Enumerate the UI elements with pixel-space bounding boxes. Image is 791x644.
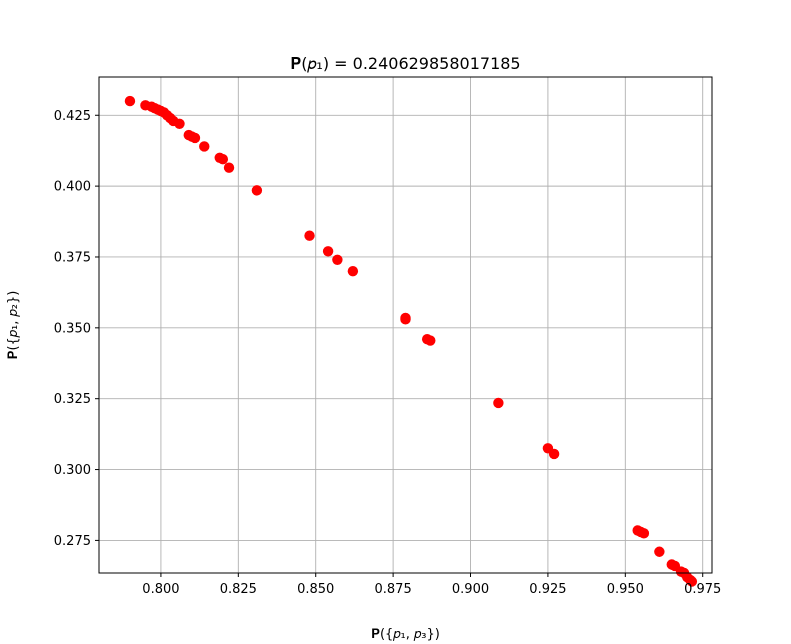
x-tick-label: 0.975 [684, 582, 721, 597]
data-point [548, 448, 560, 460]
data-point [223, 162, 235, 173]
data-points [124, 95, 698, 587]
x-tick-label: 0.850 [297, 582, 334, 597]
data-point [400, 314, 411, 325]
x-tick-label: 0.825 [220, 582, 257, 597]
y-tick-label: 0.350 [54, 321, 91, 336]
axis-ticks: 0.800 0.825 0.850 0.875 0.900 0.925 0.950 0.975… [54, 109, 722, 597]
data-point [493, 397, 504, 409]
x-axis-label: 𝐏({𝑝₁, 𝑝₃}) [371, 627, 440, 642]
data-point [654, 546, 665, 557]
y-tick-label: 0.275 [54, 534, 91, 549]
data-point [322, 246, 334, 257]
x-tick-label: 0.900 [452, 582, 489, 597]
data-point [425, 335, 436, 346]
y-tick-label: 0.300 [54, 463, 91, 478]
y-tick-label: 0.325 [54, 392, 91, 407]
data-point [686, 576, 698, 587]
grid [99, 77, 712, 573]
x-tick-label: 0.925 [529, 582, 566, 597]
data-point [251, 185, 263, 196]
chart-title: 𝐏(𝑝₁) = 0.240629858017185 [290, 54, 520, 73]
y-axis-label: 𝐏({𝑝₁, 𝑝₂}) [6, 291, 21, 360]
data-point [217, 153, 229, 165]
data-point [189, 132, 201, 144]
data-point [199, 141, 210, 152]
x-tick-label: 0.875 [375, 582, 412, 597]
data-point [174, 118, 185, 129]
plot-frame [98, 76, 713, 574]
y-tick-label: 0.375 [54, 250, 91, 265]
data-point [332, 254, 343, 266]
data-point [124, 95, 136, 107]
data-point [638, 528, 650, 539]
y-tick-label: 0.400 [54, 180, 91, 195]
data-point [347, 265, 359, 277]
data-point [304, 230, 315, 241]
x-tick-label: 0.800 [142, 582, 179, 597]
y-tick-label: 0.425 [54, 109, 91, 124]
x-tick-label: 0.950 [607, 582, 644, 597]
